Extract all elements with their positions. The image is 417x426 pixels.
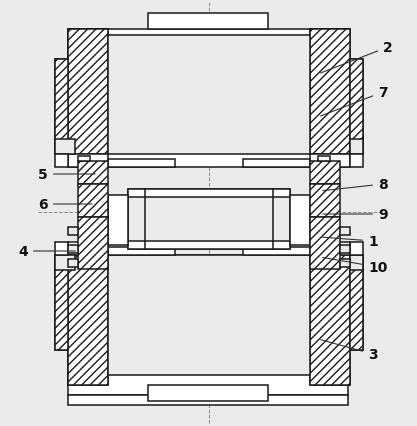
Bar <box>55 256 75 271</box>
Bar <box>68 256 348 395</box>
Bar <box>55 256 68 350</box>
Bar <box>55 60 68 155</box>
Bar <box>55 242 68 256</box>
Bar <box>310 155 350 167</box>
Bar <box>148 385 268 401</box>
Bar <box>350 256 363 350</box>
Bar <box>78 157 90 161</box>
Bar <box>350 242 363 256</box>
Polygon shape <box>310 256 350 385</box>
Text: 3: 3 <box>321 340 378 361</box>
Polygon shape <box>55 256 68 350</box>
Bar <box>310 218 340 269</box>
Bar <box>108 256 310 375</box>
Bar <box>68 30 348 167</box>
Bar <box>55 140 75 155</box>
Bar <box>68 256 108 385</box>
Text: 8: 8 <box>323 178 388 192</box>
Bar <box>318 157 330 161</box>
Bar <box>78 184 108 218</box>
Bar <box>243 160 310 167</box>
Bar <box>68 30 108 155</box>
Polygon shape <box>350 256 363 350</box>
Bar <box>128 242 290 249</box>
Bar <box>350 256 363 271</box>
Polygon shape <box>68 30 108 155</box>
Bar <box>310 242 350 256</box>
Text: 7: 7 <box>321 86 388 117</box>
Text: 10: 10 <box>323 258 387 274</box>
Bar <box>78 161 108 184</box>
Bar <box>310 184 340 218</box>
Text: 6: 6 <box>38 198 92 211</box>
Polygon shape <box>55 60 68 155</box>
Bar <box>55 155 68 167</box>
Bar <box>310 256 350 385</box>
Text: 1: 1 <box>323 234 378 248</box>
Bar <box>108 160 175 167</box>
Text: 5: 5 <box>38 167 95 181</box>
Polygon shape <box>68 256 108 385</box>
Bar <box>290 196 310 245</box>
Bar <box>128 190 290 249</box>
Polygon shape <box>350 60 363 155</box>
Bar <box>243 248 310 256</box>
Bar <box>68 259 78 268</box>
Bar <box>68 242 108 256</box>
Bar <box>340 259 350 268</box>
Bar <box>350 60 363 155</box>
Text: 4: 4 <box>18 245 75 259</box>
Bar <box>148 14 268 30</box>
Text: 2: 2 <box>321 41 393 74</box>
Bar <box>68 395 348 405</box>
Text: 9: 9 <box>323 207 388 222</box>
Bar <box>108 196 128 245</box>
Bar <box>68 227 78 236</box>
Bar <box>78 218 108 269</box>
Bar <box>108 248 175 256</box>
Bar <box>340 227 350 236</box>
Bar <box>350 155 363 167</box>
Bar <box>350 140 363 155</box>
Bar <box>310 30 350 155</box>
Bar <box>128 190 290 198</box>
Bar <box>68 245 78 253</box>
Polygon shape <box>310 30 350 155</box>
Bar <box>68 155 108 167</box>
Bar <box>108 36 310 155</box>
Bar <box>310 161 340 184</box>
Bar <box>340 245 350 253</box>
